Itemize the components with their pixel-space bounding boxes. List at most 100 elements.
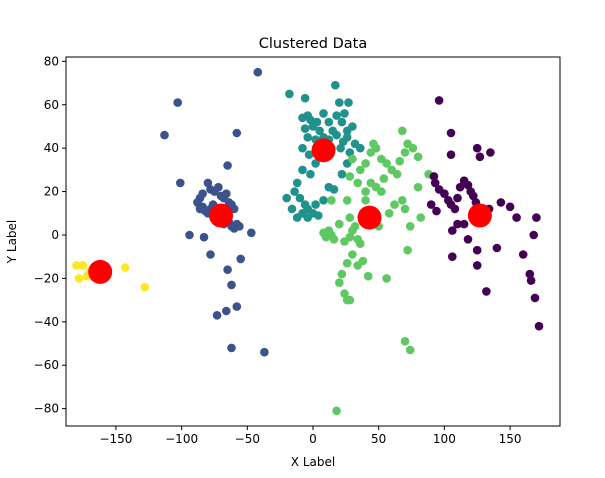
data-point (300, 93, 310, 103)
data-point (298, 143, 307, 153)
data-point (306, 169, 315, 179)
x-tick-label: −150 (99, 432, 132, 446)
data-point (529, 230, 538, 240)
data-point (358, 256, 368, 266)
data-point (214, 182, 223, 192)
y-tick-label: 0 (51, 228, 59, 242)
data-point (377, 187, 386, 196)
y-tick-label: −20 (34, 271, 59, 285)
x-tick-label: 0 (309, 432, 317, 446)
data-point (340, 109, 349, 118)
data-point (361, 196, 370, 205)
data-point (446, 128, 456, 138)
data-point (247, 228, 256, 238)
data-point (195, 204, 205, 214)
data-point (512, 213, 521, 222)
data-point (440, 189, 449, 198)
centroid-marker (467, 203, 492, 228)
y-tick-label: 60 (44, 98, 59, 112)
data-point (298, 165, 307, 175)
data-point (311, 200, 320, 209)
data-point (530, 293, 540, 303)
data-point (426, 200, 436, 209)
data-point (329, 185, 339, 194)
y-tick-label: −80 (34, 402, 59, 416)
data-point (453, 193, 462, 203)
x-tick-label: −100 (165, 432, 198, 446)
data-point (518, 250, 528, 259)
data-point (160, 130, 169, 140)
centroid-marker (357, 205, 382, 230)
data-point (353, 178, 363, 188)
data-point (361, 159, 370, 168)
data-point (342, 258, 352, 268)
centroid-marker (311, 138, 336, 163)
data-point (319, 109, 328, 118)
data-point (185, 230, 194, 240)
data-point (475, 152, 485, 162)
centroid-marker (88, 259, 113, 284)
data-point (212, 311, 222, 320)
data-point (525, 269, 535, 279)
x-tick-label: 50 (371, 432, 386, 446)
data-point (345, 148, 355, 157)
data-point (324, 117, 334, 127)
data-point (337, 269, 347, 279)
data-point (492, 243, 502, 253)
data-point (361, 187, 370, 196)
y-tick-label: −40 (34, 315, 59, 329)
data-point (311, 159, 320, 168)
data-point (526, 276, 536, 285)
data-point (199, 232, 209, 242)
data-point (496, 198, 506, 207)
data-point (403, 245, 412, 255)
data-point (120, 263, 130, 272)
data-point (348, 154, 357, 164)
x-tick-label: 150 (499, 432, 522, 446)
data-point (328, 126, 338, 136)
x-tick-label: −50 (235, 432, 260, 446)
data-point (448, 226, 457, 235)
data-point (345, 172, 355, 181)
data-point (505, 202, 515, 212)
data-point (430, 178, 440, 188)
data-point (287, 204, 297, 214)
data-point (400, 337, 410, 346)
data-point (331, 80, 340, 90)
x-axis: −150 −100 −50 0 50 100 150 (99, 426, 522, 446)
data-point (356, 165, 365, 175)
data-point (345, 213, 355, 222)
data-point (295, 193, 305, 203)
y-axis: −80 −60 −40 −20 0 20 40 60 80 (34, 54, 66, 416)
y-tick-label: −60 (34, 358, 59, 372)
data-point (453, 219, 462, 229)
data-point (140, 282, 150, 292)
data-point (78, 261, 88, 270)
data-point (203, 178, 213, 188)
data-point (344, 98, 353, 107)
data-point (345, 295, 355, 305)
data-point (413, 152, 423, 162)
data-point (382, 159, 391, 168)
data-point (222, 189, 231, 198)
data-point (408, 143, 418, 153)
y-tick-label: 20 (44, 185, 59, 199)
data-point (384, 209, 394, 218)
data-point (356, 143, 365, 153)
data-point (482, 287, 491, 296)
data-point (303, 133, 313, 142)
data-point (413, 182, 423, 192)
data-point (337, 169, 347, 179)
data-point (398, 196, 407, 205)
data-point (416, 213, 426, 222)
data-point (448, 252, 457, 261)
data-point (232, 302, 242, 311)
data-point (282, 193, 292, 203)
data-point (332, 111, 341, 120)
data-point (342, 126, 352, 136)
data-point (534, 321, 544, 331)
data-point (463, 235, 473, 244)
data-point (319, 196, 328, 205)
data-point (232, 128, 242, 138)
data-point (532, 213, 541, 222)
